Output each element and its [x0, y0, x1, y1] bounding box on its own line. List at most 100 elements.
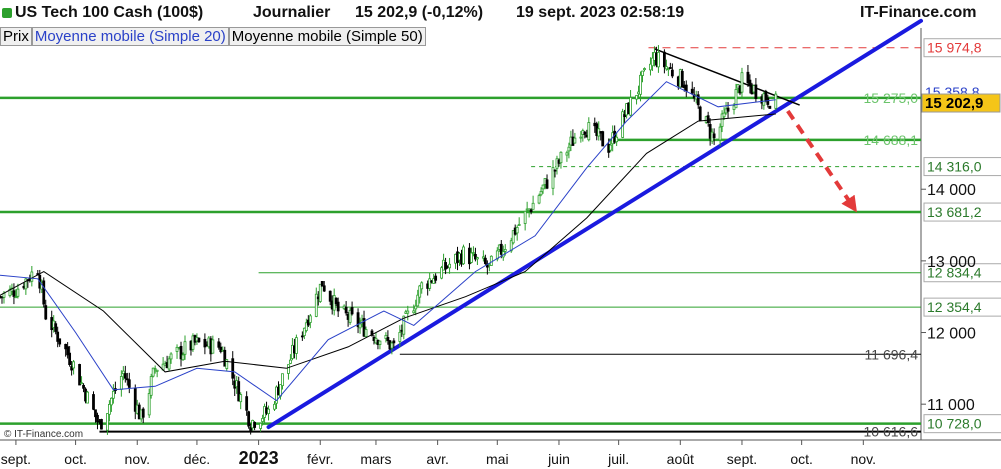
candle-body	[318, 283, 322, 302]
candle-body	[684, 84, 688, 92]
legend-ma20[interactable]: Moyenne mobile (Simple 20)	[31, 27, 229, 46]
candle-body	[666, 68, 670, 71]
candle-body	[111, 390, 115, 399]
candle-body	[8, 288, 12, 297]
candle-body	[261, 418, 264, 422]
candle-body	[390, 342, 394, 349]
candle-body	[183, 341, 187, 355]
candle-body	[364, 329, 368, 337]
y-tick-label: 13 000	[927, 254, 976, 271]
candle-body	[175, 346, 179, 352]
candle-body	[86, 391, 89, 404]
candle-body	[649, 63, 652, 71]
level-label-box	[923, 157, 1001, 177]
candle-body	[503, 249, 507, 252]
candle-body	[211, 339, 215, 354]
candle-body	[344, 306, 348, 314]
candle-body	[119, 376, 123, 390]
candle-body	[668, 67, 672, 69]
projection-arrow	[786, 109, 857, 213]
level-label: 15 275,0	[864, 90, 919, 106]
candle-body	[531, 202, 535, 210]
logo-icon	[2, 8, 12, 18]
candle-body	[223, 349, 227, 367]
candle-body	[167, 358, 171, 370]
x-tick-label: juin	[547, 451, 570, 467]
candle-body	[641, 70, 644, 76]
candle-body	[82, 384, 85, 389]
candle-body	[523, 210, 527, 224]
level-label-box	[923, 38, 1001, 58]
candle-body	[44, 305, 48, 320]
candle-body	[231, 358, 235, 379]
copyright: © IT-Finance.com	[4, 429, 84, 440]
x-tick-label: mars	[360, 451, 391, 467]
level-label: 15 202,9	[925, 95, 983, 112]
candle-body	[768, 105, 772, 109]
candle-body	[402, 315, 406, 335]
candle-body	[428, 278, 432, 289]
level-label: 12 834,4	[927, 265, 982, 281]
candle-body	[489, 255, 493, 266]
legend-prix[interactable]: Prix	[0, 27, 32, 46]
candle-body	[16, 288, 20, 297]
candle-body	[481, 256, 485, 259]
candle-body	[287, 364, 290, 374]
candle-body	[92, 394, 95, 410]
y-tick-label: 14 000	[927, 182, 976, 199]
candle-body	[247, 411, 251, 427]
candle-body	[169, 353, 173, 360]
candle-body	[565, 152, 569, 156]
candle-body	[657, 52, 660, 68]
candle-body	[639, 74, 642, 95]
candle-body	[322, 285, 326, 292]
candle-body	[418, 285, 422, 298]
candle-body	[253, 422, 257, 428]
x-tick-label: nov.	[851, 451, 876, 467]
level-label-box	[921, 93, 1001, 113]
candle-body	[664, 66, 668, 70]
candle-body	[635, 95, 638, 100]
candle-body	[267, 408, 270, 414]
candle-body	[651, 57, 654, 67]
candle-body	[237, 381, 241, 402]
candle-body	[273, 403, 276, 410]
candle-body	[609, 144, 613, 151]
candle-body	[108, 404, 111, 415]
level-label: 11 696,4	[865, 346, 919, 362]
candle-body	[320, 281, 324, 287]
candle-body	[754, 84, 758, 99]
legend-ma50[interactable]: Moyenne mobile (Simple 50)	[228, 27, 426, 46]
candle-body	[476, 257, 479, 260]
moving-averages	[0, 81, 776, 402]
candle-body	[149, 376, 153, 396]
candle-body	[259, 422, 262, 429]
ma50-line	[0, 113, 776, 373]
candle-body	[281, 373, 284, 387]
chart-quote: 15 202,9 (-0,12%)	[355, 4, 484, 21]
candle-body	[203, 338, 207, 348]
candle-body	[499, 243, 503, 255]
candle-body	[706, 115, 710, 124]
candle-body	[30, 271, 34, 282]
candle-body	[511, 230, 515, 244]
candle-body	[559, 151, 563, 164]
level-labels: 15 974,815 358,815 275,0 15 202,914 688,1…	[864, 38, 1001, 440]
candle-body	[249, 427, 253, 431]
candle-body	[509, 240, 513, 252]
candle-body	[109, 397, 113, 406]
candle-body	[219, 346, 223, 353]
candle-body	[623, 114, 627, 117]
candle-body	[328, 290, 332, 302]
candle-body	[774, 93, 778, 109]
candle-body	[14, 296, 18, 298]
candle-body	[670, 69, 674, 77]
uptrend-line	[266, 18, 923, 430]
candle-body	[302, 327, 306, 336]
x-tick-label: sept.	[1, 451, 31, 467]
candle-body	[334, 297, 338, 305]
candle-body	[726, 107, 730, 112]
level-label-box	[923, 297, 1001, 317]
candle-body	[378, 340, 382, 345]
candle-body	[350, 307, 354, 315]
